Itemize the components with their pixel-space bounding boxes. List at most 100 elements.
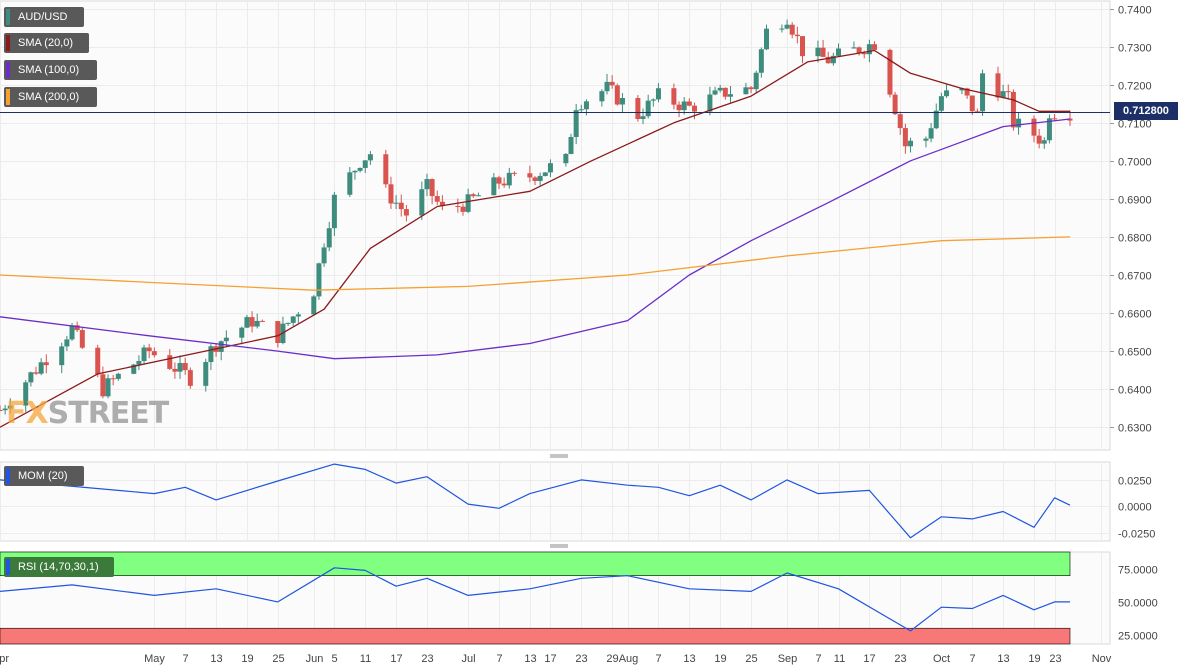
candle-body: [794, 34, 800, 37]
candle: [275, 320, 281, 348]
candle-body: [311, 296, 317, 315]
candle: [686, 98, 692, 107]
candle-body: [146, 347, 152, 352]
sma20-legend[interactable]: SMA (20,0): [4, 33, 89, 53]
x-axis-label: 17: [544, 653, 556, 665]
mom-legend[interactable]: MOM (20): [4, 466, 84, 486]
candle-body: [547, 163, 553, 173]
last-price-tag: 0.712800: [1114, 102, 1178, 120]
sma200-legend[interactable]: SMA (200,0): [4, 87, 97, 107]
candle-body: [434, 196, 440, 202]
candle-body: [753, 72, 759, 90]
symbol-label: AUD/USD: [18, 11, 68, 23]
mom-axis-label: 0.0000: [1118, 502, 1152, 514]
sma200-label: SMA (200,0): [18, 91, 80, 103]
candle-body: [285, 322, 291, 324]
candle: [609, 75, 615, 89]
candle: [928, 123, 934, 143]
candle: [794, 26, 800, 44]
x-axis-label: 13: [210, 653, 222, 665]
sma20-line: [0, 49, 1070, 428]
candle: [640, 108, 646, 125]
candle-body: [568, 137, 574, 154]
candle-body: [815, 47, 821, 57]
candle-body: [655, 88, 661, 100]
candle: [542, 172, 548, 177]
price-axis-label: 0.6400: [1118, 385, 1152, 397]
candle-body: [275, 321, 281, 344]
candle: [23, 379, 29, 413]
candle: [64, 335, 70, 352]
candle-body: [573, 110, 579, 138]
x-axis-label: 25: [272, 653, 284, 665]
candle-body: [141, 347, 147, 362]
candle-body: [959, 88, 965, 91]
symbol-legend[interactable]: AUD/USD: [4, 7, 84, 27]
candle-body: [367, 154, 373, 161]
candle: [573, 104, 579, 145]
candle: [506, 167, 512, 189]
candle: [717, 84, 723, 93]
candle-body: [789, 24, 795, 35]
candle: [352, 170, 358, 180]
candle-body: [722, 87, 728, 97]
candle-body: [239, 327, 245, 338]
candle-body: [619, 98, 625, 105]
candle-body: [532, 177, 538, 181]
mom-line: [0, 463, 1071, 539]
candle: [599, 89, 605, 107]
candle: [7, 398, 13, 414]
mom-label: MOM (20): [18, 470, 68, 482]
x-axis-label: 7: [815, 653, 821, 665]
candle: [712, 86, 718, 96]
candle: [650, 98, 656, 107]
candle: [619, 93, 625, 113]
candle-body: [861, 52, 867, 55]
candle: [187, 367, 193, 389]
candle-body: [969, 95, 975, 112]
candle-body: [1016, 118, 1022, 128]
rsi-legend[interactable]: RSI (14,70,30,1): [4, 557, 114, 577]
candle-body: [506, 172, 512, 186]
candle-body: [892, 94, 898, 115]
rsi-axis-label: 25.0000: [1118, 631, 1158, 643]
candle-body: [465, 194, 471, 212]
x-axis-label: 23: [421, 653, 433, 665]
candle-body: [95, 347, 101, 375]
pane-frame-1: [0, 461, 1111, 542]
candle-body: [74, 325, 80, 331]
candle: [43, 354, 49, 374]
candle: [151, 347, 157, 358]
candle-body: [800, 36, 805, 57]
candle: [1005, 84, 1011, 100]
candle: [892, 91, 898, 116]
candle-body: [203, 362, 209, 386]
candle-body: [79, 330, 85, 348]
price-axis-label: 0.6800: [1118, 233, 1152, 245]
candle-body: [218, 341, 224, 352]
candle-body: [784, 24, 790, 29]
candle: [424, 173, 430, 197]
candle-body: [362, 160, 368, 168]
candle-body: [758, 49, 764, 73]
fxstreet-watermark: FXSTREET: [6, 396, 169, 431]
rsi-label: RSI (14,70,30,1): [18, 561, 99, 573]
candle: [1031, 115, 1037, 143]
candle-body: [542, 172, 548, 176]
candle-body: [69, 325, 75, 340]
x-axis-label: 13: [997, 653, 1009, 665]
candle-body: [321, 247, 327, 264]
candle: [419, 181, 425, 221]
candle-body: [928, 128, 934, 139]
candle: [131, 363, 137, 375]
sma100-legend[interactable]: SMA (100,0): [4, 60, 97, 80]
candle: [578, 104, 584, 113]
x-axis-label: 19: [714, 653, 726, 665]
candle-body: [856, 47, 862, 53]
candle-body: [614, 85, 620, 105]
price-axis-label: 0.6300: [1118, 423, 1152, 435]
candle-body: [59, 346, 65, 366]
candle-body: [460, 206, 466, 212]
candle-body: [511, 172, 517, 174]
